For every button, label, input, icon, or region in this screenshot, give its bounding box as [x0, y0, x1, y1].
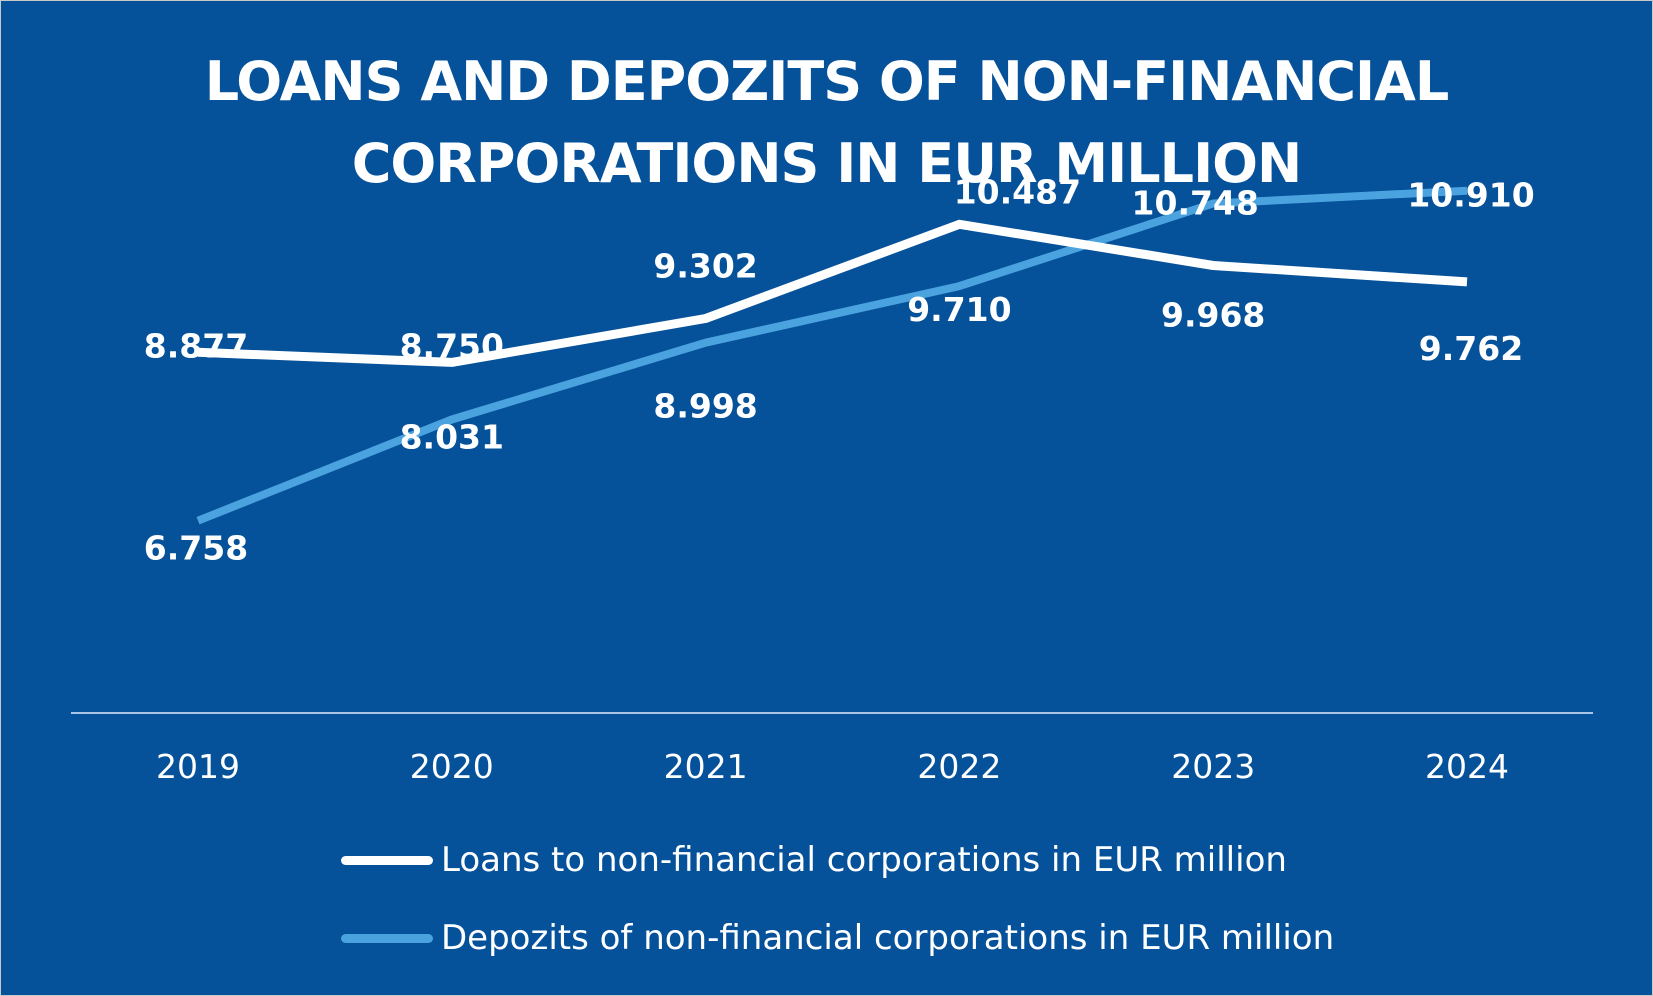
x-tick-label: 2023: [1171, 747, 1255, 786]
series-line-depozits: [196, 186, 1468, 525]
data-label-loans: 9.302: [653, 246, 757, 285]
data-label-loans: 10.487: [954, 172, 1081, 211]
legend-swatch-loans: [341, 855, 433, 865]
data-label-depozits: 8.031: [400, 418, 504, 457]
legend-swatch-depozits: [341, 933, 433, 943]
data-label-depozits: 10.748: [1132, 184, 1259, 223]
legend-item-loans: Loans to non-financial corporations in E…: [341, 821, 1334, 899]
chart-title: LOANS AND DEPOZITS OF NON-FINANCIAL CORP…: [204, 50, 1450, 195]
x-tick-label: 2020: [410, 747, 494, 786]
data-label-depozits: 6.758: [144, 529, 248, 568]
legend-item-depozits: Depozits of non-financial corporations i…: [341, 899, 1334, 977]
legend-label-depozits: Depozits of non-financial corporations i…: [441, 918, 1335, 958]
data-label-loans: 9.968: [1161, 296, 1265, 335]
data-label-depozits: 10.910: [1407, 176, 1534, 215]
data-label-depozits: 9.710: [907, 290, 1011, 329]
data-label-loans: 8.750: [400, 326, 504, 365]
x-tick-label: 2022: [917, 747, 1001, 786]
data-label-depozits: 8.998: [653, 387, 757, 426]
legend-label-loans: Loans to non-financial corporations in E…: [441, 840, 1287, 880]
series-line-loans: [197, 219, 1468, 367]
x-tick-label: 2024: [1425, 747, 1509, 786]
chart-legend: Loans to non-financial corporations in E…: [341, 821, 1334, 977]
x-tick-label: 2019: [156, 747, 240, 786]
data-label-loans: 8.877: [144, 326, 248, 365]
data-label-loans: 9.762: [1419, 329, 1523, 368]
x-tick-label: 2021: [664, 747, 748, 786]
